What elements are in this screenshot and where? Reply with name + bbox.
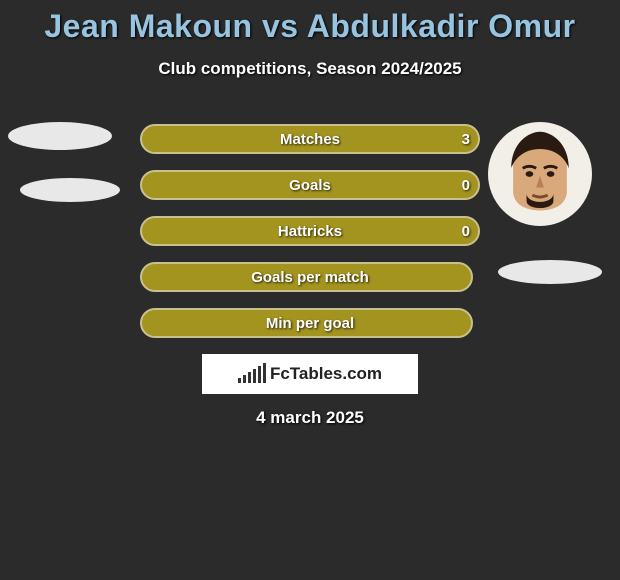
face-icon: [492, 126, 588, 222]
bar-chart-icon: [238, 365, 266, 383]
fctables-logo[interactable]: FcTables.com: [202, 354, 418, 394]
stat-bar-label: Hattricks: [140, 216, 480, 246]
logo-text: FcTables.com: [270, 364, 382, 384]
stat-bar-value: 0: [462, 170, 470, 200]
right-ellipse: [498, 260, 602, 284]
stat-bar: Goals0: [140, 170, 480, 200]
page-title: Jean Makoun vs Abdulkadir Omur: [0, 0, 620, 45]
stat-bar-label: Goals: [140, 170, 480, 200]
date-label: 4 march 2025: [0, 408, 620, 428]
stat-bar: Hattricks0: [140, 216, 480, 246]
page-subtitle: Club competitions, Season 2024/2025: [0, 59, 620, 79]
left-ellipse-1: [8, 122, 112, 150]
stat-bar-value: 3: [462, 124, 470, 154]
stat-bar-label: Matches: [140, 124, 480, 154]
stat-bar: Matches3: [140, 124, 480, 154]
player-right-avatar: [488, 122, 592, 226]
left-ellipse-2: [20, 178, 120, 202]
stat-bars: Matches3Goals0Hattricks0Goals per matchM…: [140, 124, 480, 354]
stat-bar-value: 0: [462, 216, 470, 246]
stat-bar: Goals per match: [140, 262, 480, 292]
stat-bar-label: Min per goal: [140, 308, 480, 338]
stat-bar-label: Goals per match: [140, 262, 480, 292]
stat-bar: Min per goal: [140, 308, 480, 338]
